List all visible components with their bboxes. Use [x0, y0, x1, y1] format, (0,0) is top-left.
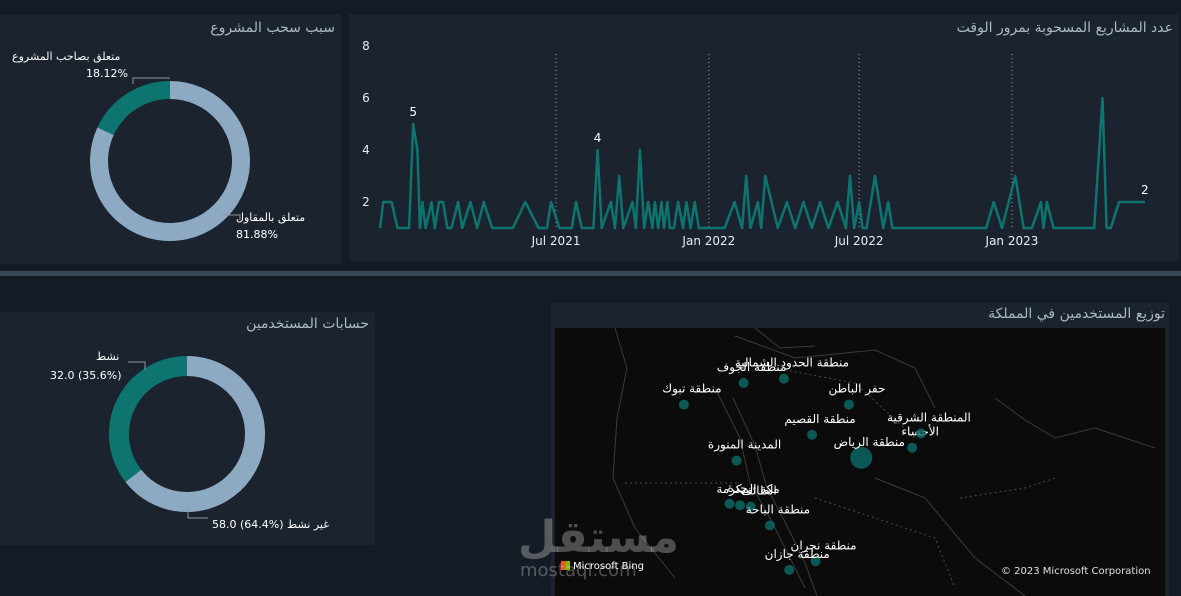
map-bubble[interactable] — [810, 556, 821, 567]
watermark-domain: mostaql.com — [520, 560, 637, 581]
map-bubble[interactable] — [807, 429, 818, 440]
map-bubble[interactable] — [735, 500, 746, 511]
withdrawn-over-time-panel[interactable]: عدد المشاريع المسحوبة بمرور الوقت Jul 20… — [349, 14, 1179, 261]
slice-value-active: 32.0 (35.6%) — [50, 369, 122, 382]
map-region-label: حفر الباطن — [829, 382, 886, 397]
withdrawn-over-time-title: عدد المشاريع المسحوبة بمرور الوقت — [956, 20, 1173, 36]
y-tick-label: 8 — [362, 39, 370, 53]
map-region-label: الطائف — [740, 484, 776, 498]
map-region-label: المنطقة الشرقية — [887, 410, 971, 425]
section-divider — [0, 271, 1181, 276]
leader-line — [222, 214, 241, 220]
x-tick-label: Jan 2022 — [681, 234, 735, 248]
map-borders — [625, 367, 1056, 589]
map-bubble[interactable] — [915, 428, 926, 439]
withdrawal-reason-title: سبب سحب المشروع — [210, 20, 335, 36]
data-label: 4 — [594, 131, 602, 145]
user-accounts-panel[interactable]: حسابات المستخدمين نشط 32.0 (35.6%) 58.0 … — [0, 312, 375, 545]
map-region-label: مكة المكرمة — [716, 482, 779, 497]
donut-slice-1[interactable] — [90, 81, 250, 241]
user-accounts-title: حسابات المستخدمين — [246, 316, 369, 332]
bing-logo: Microsoft Bing — [561, 561, 644, 572]
map-region-label: منطقة الجوف — [717, 360, 787, 375]
slice-label-owner: متعلق بصاحب المشروع — [12, 50, 121, 63]
donut-slice-0[interactable] — [97, 81, 171, 136]
leader-line — [187, 508, 208, 519]
slice-label-active: نشط — [96, 350, 120, 363]
map-bubble[interactable] — [907, 442, 918, 453]
donut-slice-1[interactable] — [125, 356, 265, 512]
map-region-label: المدينة المنورة — [708, 438, 781, 453]
map-bubble[interactable] — [784, 564, 795, 575]
withdrawn-line-chart[interactable]: Jul 2021 Jan 2022 Jul 2022 Jan 2023 2 4 6 8 5 4 2 — [349, 14, 1179, 261]
data-label: 2 — [1141, 183, 1149, 197]
map-landmass — [612, 328, 1156, 596]
map-copyright: © 2023 Microsoft Corporation — [1001, 566, 1151, 577]
bing-squares-icon — [561, 561, 570, 570]
x-tick-label: Jul 2021 — [531, 234, 581, 248]
watermark-logo: مستقل — [518, 512, 679, 563]
map-region-label: منطقة القصيم — [784, 412, 855, 426]
map-region-label: منطقة جازان — [765, 547, 830, 562]
y-tick-label: 6 — [362, 91, 370, 105]
map-bubble[interactable] — [843, 399, 854, 410]
series-line[interactable] — [378, 96, 1145, 230]
map-bubble[interactable] — [678, 399, 689, 410]
leader-line — [132, 77, 170, 84]
map-region-label: منطقة تبوك — [662, 382, 721, 397]
user-distribution-title: توزيع المستخدمين في المملكة — [988, 306, 1165, 322]
x-tick-label: Jan 2023 — [985, 234, 1039, 248]
map-region-label: منطقة الباحة — [746, 502, 810, 516]
user-accounts-donut[interactable] — [0, 312, 375, 545]
y-tick-label: 2 — [362, 195, 370, 209]
user-distribution-panel[interactable]: توزيع المستخدمين في المملكة منطقة الجوف م… — [551, 303, 1169, 596]
withdrawal-reason-panel[interactable]: سبب سحب المشروع متعلق بصاحب المشروع 18.1… — [0, 14, 341, 264]
map-bubble[interactable] — [850, 446, 873, 469]
map-region-label: منطقة الحدود الشمالية — [735, 356, 849, 371]
y-tick-label: 4 — [362, 143, 370, 157]
map-bubble[interactable] — [764, 520, 775, 531]
donut-slice-0[interactable] — [109, 356, 188, 483]
map-bubble[interactable] — [738, 378, 749, 388]
x-tick-label: Jul 2022 — [834, 234, 884, 248]
map-bubble[interactable] — [724, 498, 735, 509]
slice-percent-contractor: 81.88% — [236, 228, 278, 241]
slice-label-inactive: 58.0 (64.4%) غير نشط — [212, 518, 329, 531]
data-label: 5 — [409, 105, 417, 119]
withdrawal-reason-donut[interactable] — [0, 14, 341, 264]
map-bubble[interactable] — [778, 373, 789, 384]
map-region-label: جدة — [728, 481, 748, 495]
slice-percent-owner: 18.12% — [86, 67, 128, 80]
leader-line — [128, 361, 146, 370]
map-region-label: منطقة الرياض — [834, 435, 905, 450]
map-area[interactable]: منطقة الجوف منطقة الحدود الشمالية منطقة تب… — [555, 328, 1165, 596]
bing-logo-text: Microsoft Bing — [573, 561, 645, 572]
map-region-label: منطقة نجران — [791, 538, 857, 553]
slice-label-contractor: متعلق بالمقاول — [236, 211, 306, 224]
map-bubble[interactable] — [731, 455, 742, 466]
map-bubble[interactable] — [745, 501, 756, 512]
